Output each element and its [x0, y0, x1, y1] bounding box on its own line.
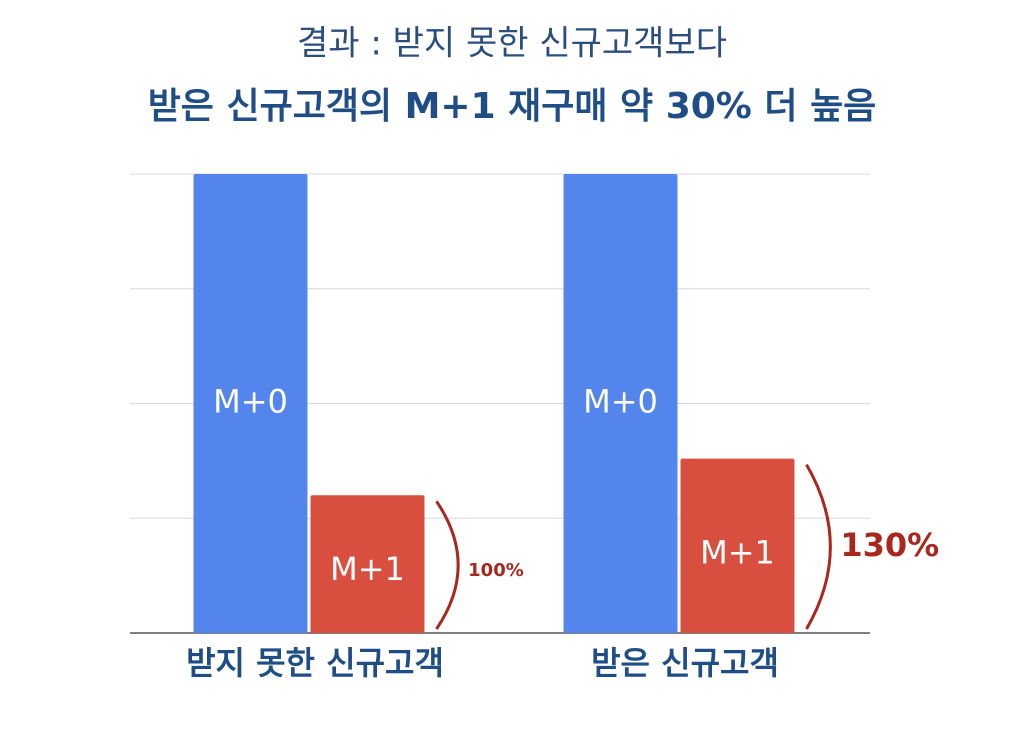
annotation: 130%: [840, 526, 939, 564]
bar: [310, 495, 425, 633]
bar-label: M+0: [213, 383, 288, 421]
chart-title: 결과 : 받지 못한 신규고객보다: [297, 24, 727, 64]
x-tick-label: 받은 신규고객: [591, 644, 779, 682]
x-tick-label: 받지 못한 신규고객: [186, 644, 444, 682]
bar: [193, 174, 308, 633]
bar: [680, 458, 795, 633]
chart-subtitle: 받은 신규고객의 M+1 재구매 약 30% 더 높음: [148, 86, 877, 127]
bracket: [805, 463, 832, 630]
bracket: [435, 500, 460, 630]
bar: [563, 174, 678, 633]
bar-label: M+0: [583, 383, 658, 421]
annotation: 100%: [468, 560, 524, 581]
bar-label: M+1: [700, 534, 775, 572]
bar-label: M+1: [330, 550, 405, 588]
